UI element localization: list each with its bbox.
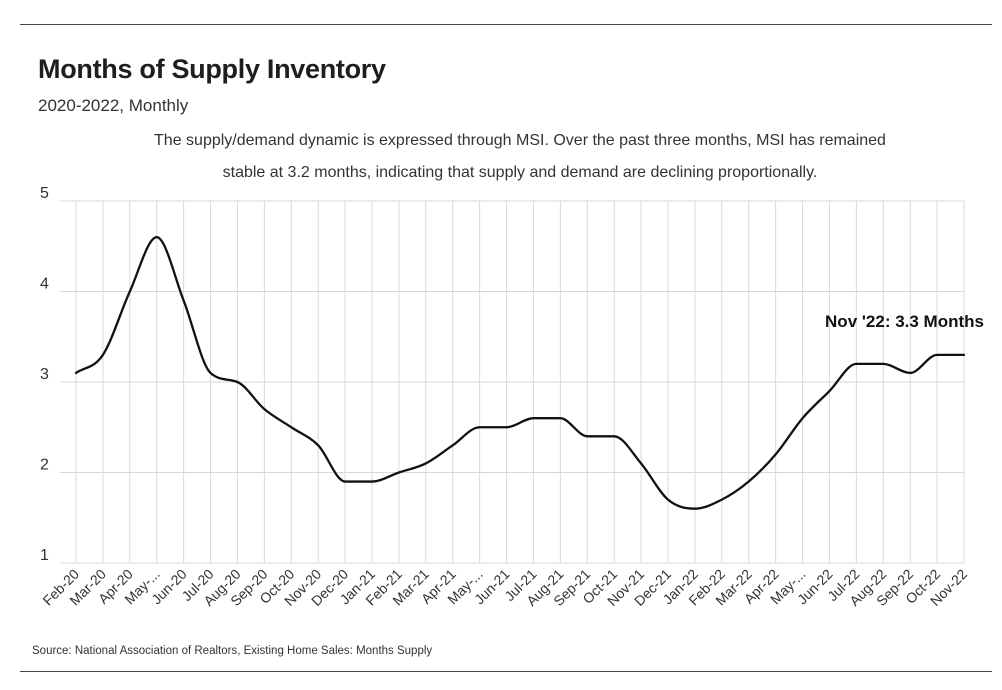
bottom-rule: [20, 671, 992, 672]
description-line-2: stable at 3.2 months, indicating that su…: [222, 164, 818, 181]
description-line-1: The supply/demand dynamic is expressed t…: [154, 132, 886, 149]
top-rule: [20, 24, 992, 25]
chart-title: Months of Supply Inventory: [38, 54, 386, 84]
source-note: Source: National Association of Realtors…: [32, 645, 433, 657]
y-tick-label: 4: [40, 276, 49, 293]
y-tick-label: 1: [40, 547, 49, 564]
chart-subtitle: 2020-2022, Monthly: [38, 96, 189, 115]
y-tick-label: 3: [40, 366, 49, 383]
y-tick-label: 5: [40, 185, 49, 202]
y-tick-label: 2: [40, 457, 49, 474]
annotation-label: Nov '22: 3.3 Months: [825, 312, 984, 331]
chart-description: The supply/demand dynamic is expressed t…: [130, 125, 910, 189]
series-line-months-supply: [74, 236, 966, 510]
